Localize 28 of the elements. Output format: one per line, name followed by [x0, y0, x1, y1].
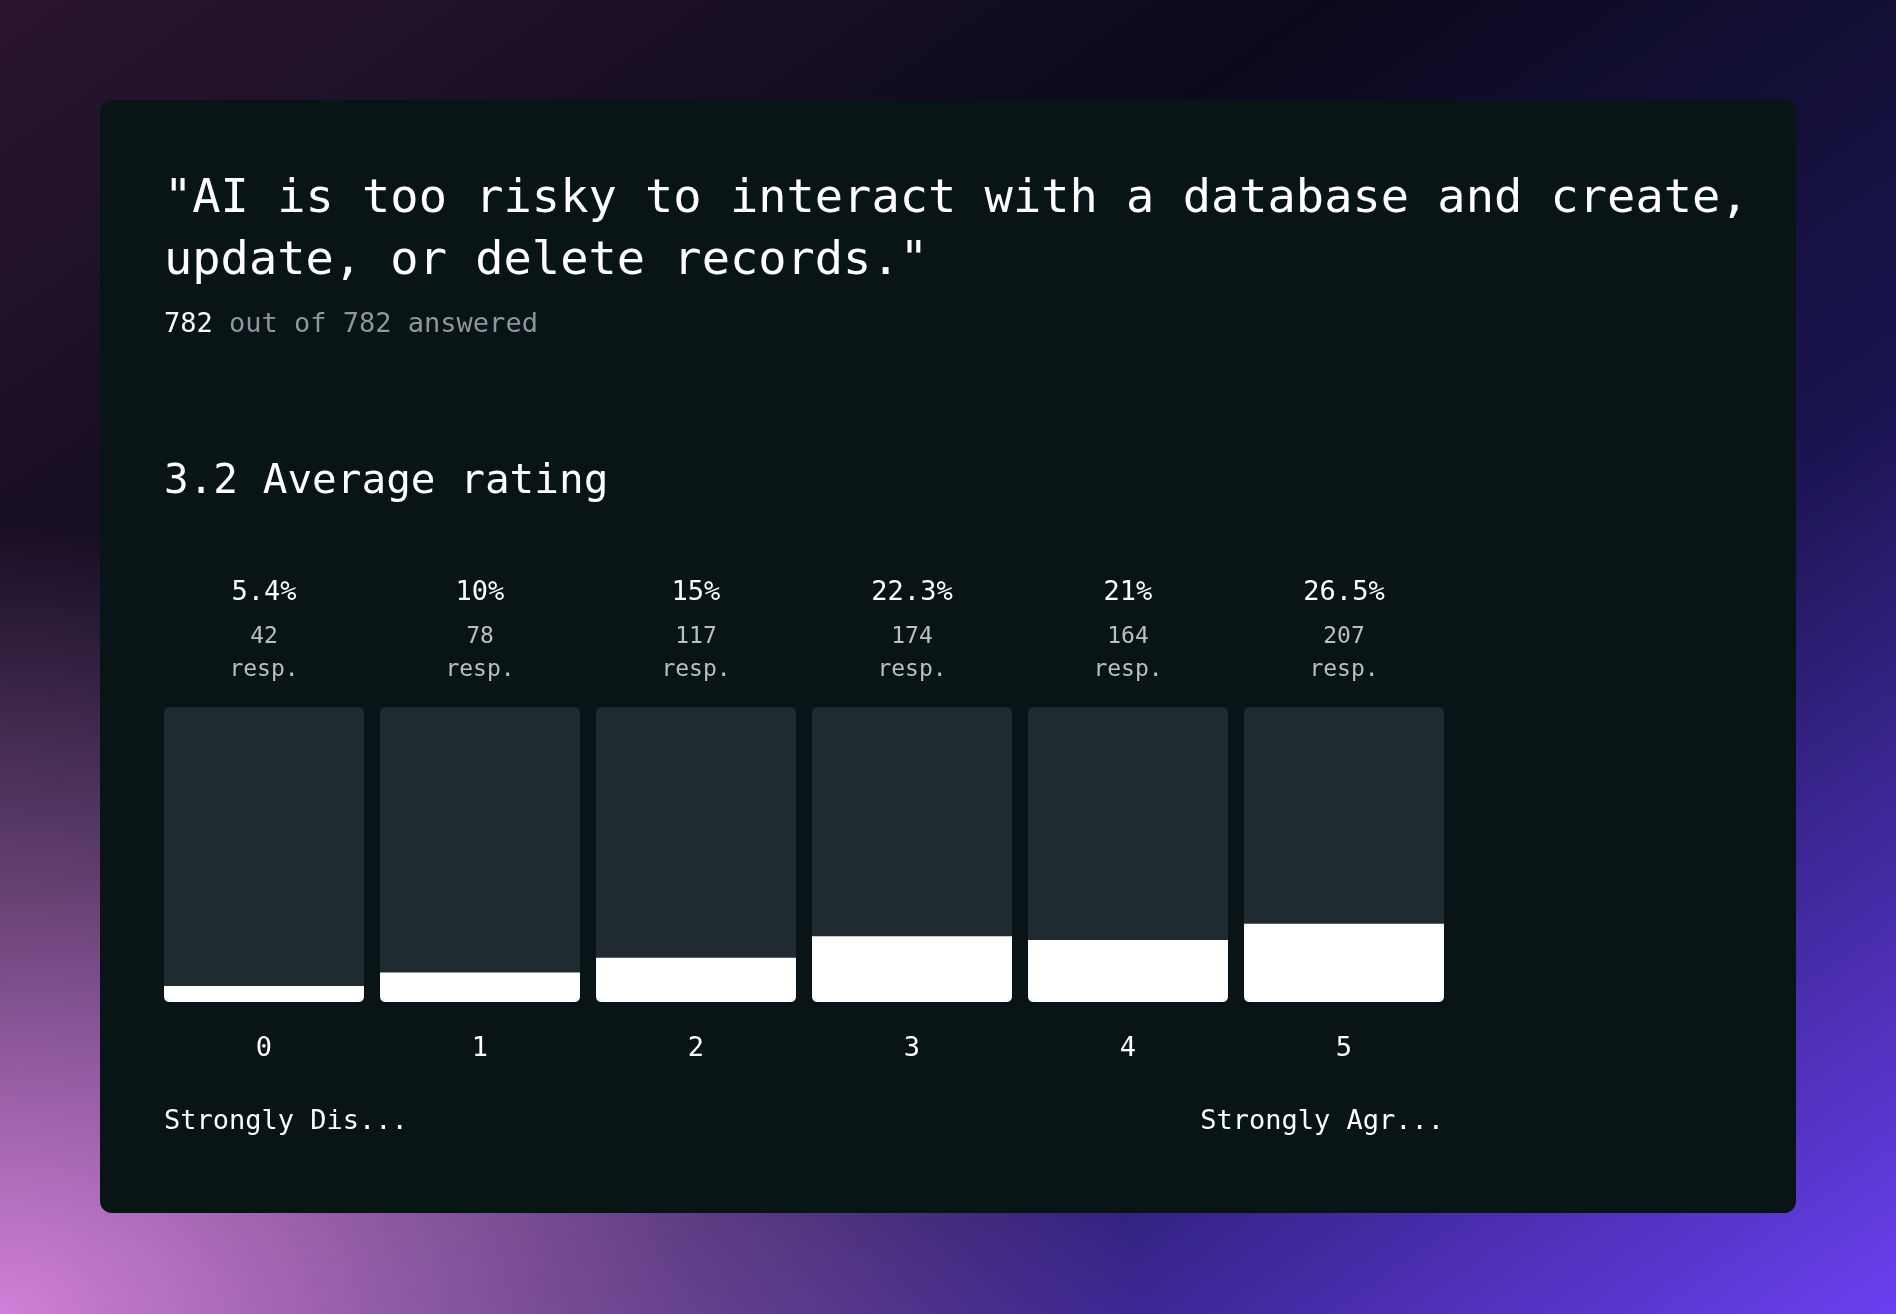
- x-tick-label: 2: [687, 1031, 705, 1062]
- data-label: 21%: [1103, 575, 1153, 606]
- data-label: 10%: [455, 575, 505, 606]
- text: Strongly Dis...: [164, 1104, 408, 1135]
- chart-subtitle: 782 out of 782 answered: [164, 307, 538, 338]
- x-tick-label: 0: [255, 1031, 273, 1062]
- x-tick-label: 5: [1335, 1031, 1353, 1062]
- text: 207 resp.: [1309, 622, 1379, 681]
- x-tick-label: 3: [903, 1031, 921, 1062]
- data-label: 22.3%: [871, 575, 953, 606]
- text: 174 resp.: [877, 622, 947, 681]
- text: 78 resp.: [445, 622, 515, 681]
- text: Strongly Agr...: [1200, 1104, 1444, 1135]
- bar: [1028, 940, 1228, 1002]
- bar: [164, 986, 364, 1002]
- x-tick-label: 1: [471, 1031, 489, 1062]
- text: 164 resp.: [1093, 622, 1163, 681]
- text: 3.2 Average rating: [164, 455, 609, 503]
- bar: [812, 936, 1012, 1002]
- data-label: 26.5%: [1303, 575, 1385, 606]
- x-tick-label: 4: [1119, 1031, 1137, 1062]
- bar: [380, 972, 580, 1002]
- text: 117 resp.: [661, 622, 731, 681]
- bar: [596, 957, 796, 1002]
- data-label: 15%: [671, 575, 721, 606]
- data-label: 5.4%: [231, 575, 297, 606]
- text: 42 resp.: [229, 622, 299, 681]
- chart-title: "AI is too risky to interact with a database and create, update, or delete records.": [164, 168, 1749, 285]
